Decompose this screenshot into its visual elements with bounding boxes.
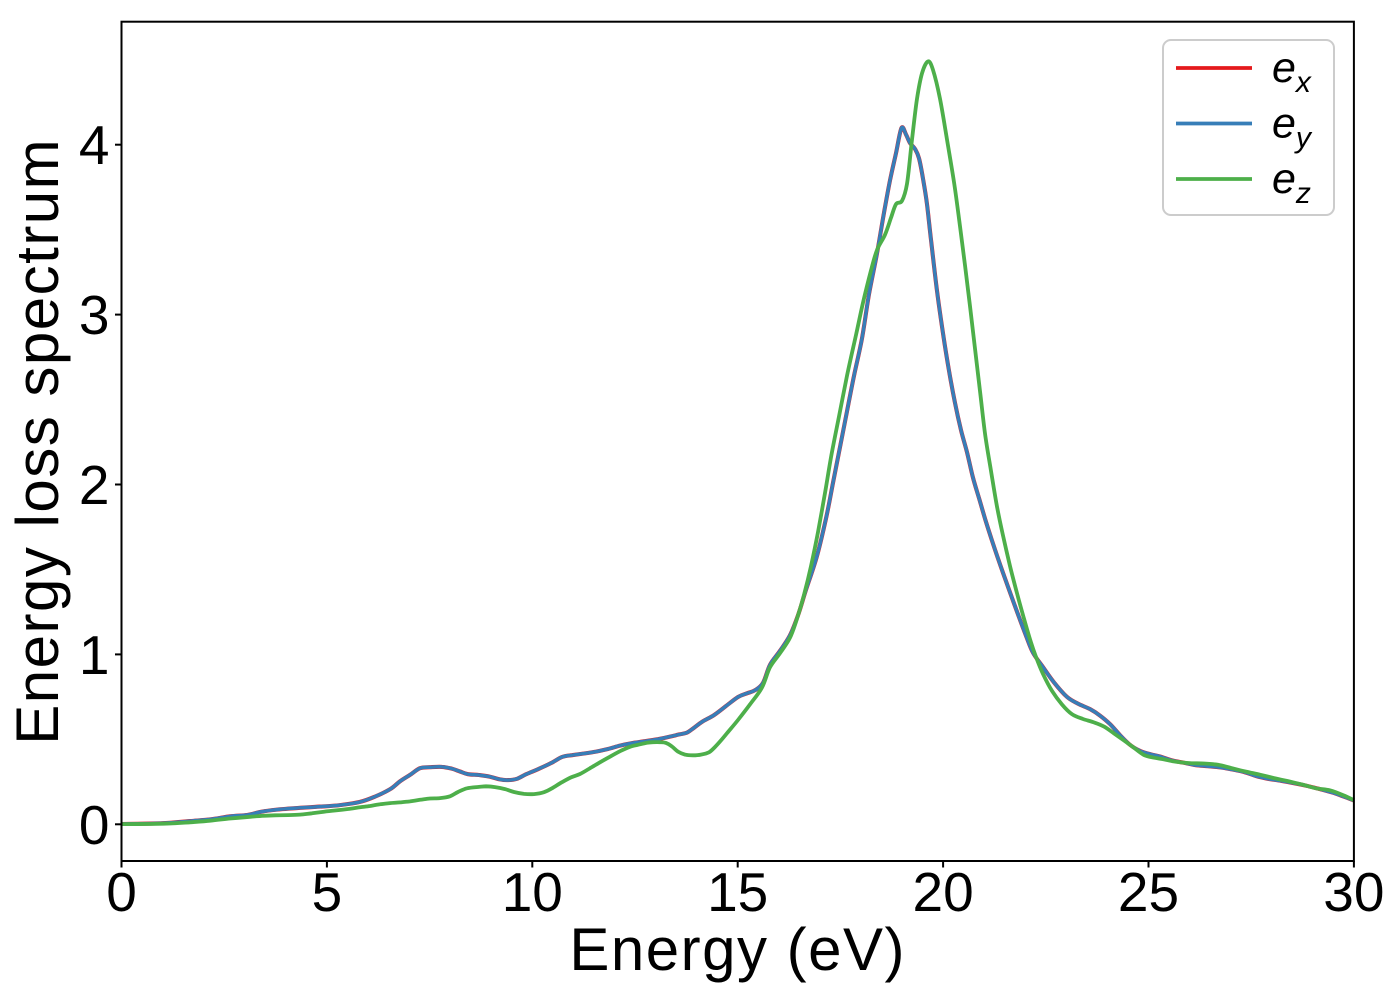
svg-text:4: 4 <box>79 114 110 176</box>
svg-text:Energy (eV): Energy (eV) <box>569 916 906 983</box>
svg-text:25: 25 <box>1118 861 1179 923</box>
svg-text:0: 0 <box>106 861 137 923</box>
svg-text:10: 10 <box>502 861 563 923</box>
svg-text:3: 3 <box>79 284 110 346</box>
svg-text:0: 0 <box>79 794 110 856</box>
svg-text:20: 20 <box>913 861 974 923</box>
svg-text:1: 1 <box>79 624 110 686</box>
svg-text:2: 2 <box>79 454 110 516</box>
svg-text:15: 15 <box>707 861 768 923</box>
svg-text:30: 30 <box>1323 861 1384 923</box>
svg-text:Energy loss spectrum: Energy loss spectrum <box>4 138 71 745</box>
svg-text:5: 5 <box>312 861 343 923</box>
